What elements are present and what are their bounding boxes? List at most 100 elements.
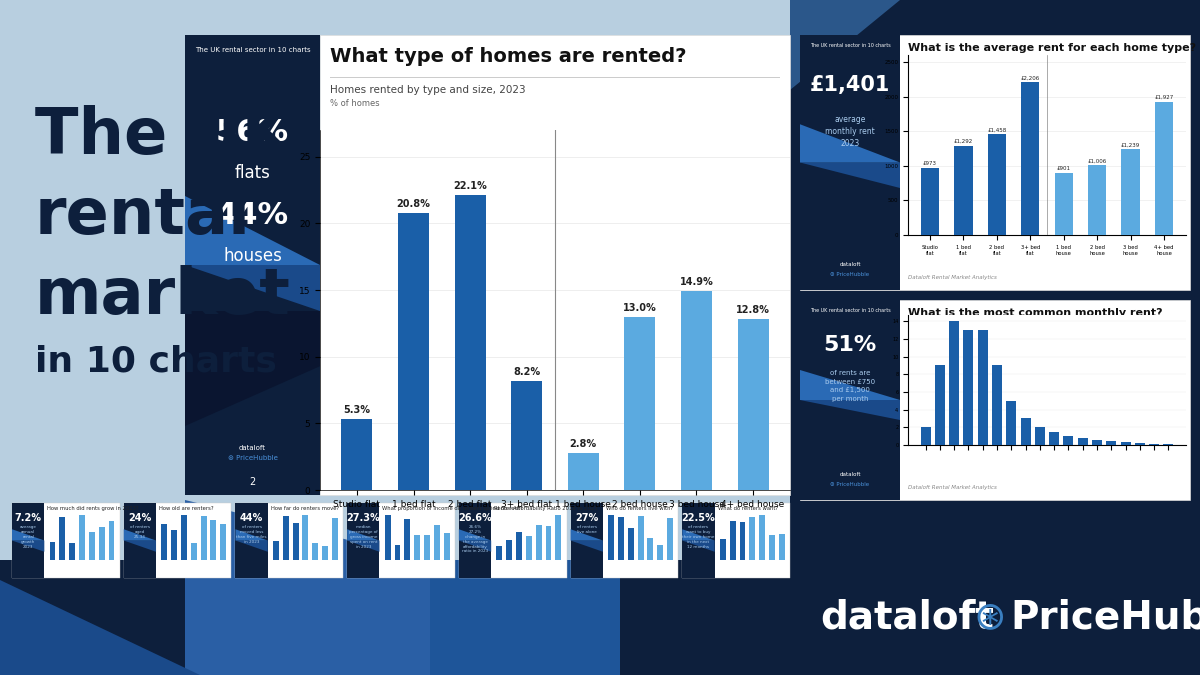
Text: PriceHubble: PriceHubble [1010, 599, 1200, 637]
Polygon shape [790, 0, 900, 90]
Bar [535, 525, 541, 560]
Bar [312, 543, 318, 560]
Bar [172, 530, 178, 560]
Polygon shape [430, 560, 620, 675]
Bar [988, 134, 1006, 235]
Bar [1092, 439, 1102, 445]
Text: 26.6%
27.2%
change in
the average
affordability
ratio in 2023: 26.6% 27.2% change in the average afford… [462, 525, 488, 553]
Text: 44%: 44% [216, 200, 289, 230]
Bar [108, 521, 114, 560]
Bar [628, 529, 634, 560]
Polygon shape [124, 529, 156, 541]
Text: 20.8%: 20.8% [396, 198, 431, 209]
Bar [1020, 418, 1031, 445]
Text: What type of homes are rented?: What type of homes are rented? [330, 47, 686, 66]
Text: average
annual
rental
growth
2023: average annual rental growth 2023 [19, 525, 36, 549]
Bar [185, 35, 320, 495]
Bar [347, 503, 455, 578]
Bar [455, 195, 486, 490]
Bar [570, 503, 602, 578]
Text: 27%: 27% [575, 513, 599, 523]
Polygon shape [185, 265, 320, 311]
Bar [181, 515, 187, 560]
Text: Homes rented by type and size, 2023: Homes rented by type and size, 2023 [330, 85, 526, 95]
Bar [12, 503, 44, 578]
Bar [739, 522, 745, 560]
Text: Dataloft Rental Market Analytics: Dataloft Rental Market Analytics [908, 275, 997, 280]
Bar [414, 535, 420, 560]
Text: ⊛ PriceHubble: ⊛ PriceHubble [830, 272, 870, 277]
Text: What is the most common monthly rent?: What is the most common monthly rent? [908, 308, 1163, 318]
Text: % of homes: % of homes [330, 99, 379, 108]
Polygon shape [683, 529, 714, 541]
Bar [769, 535, 775, 560]
Polygon shape [12, 529, 44, 541]
Bar [191, 543, 197, 560]
Text: How far do renters move?: How far do renters move? [271, 506, 338, 511]
Bar [89, 532, 95, 560]
Polygon shape [800, 370, 900, 400]
Bar [964, 330, 973, 445]
Text: dataloft: dataloft [239, 445, 266, 451]
Text: 24%: 24% [128, 513, 151, 523]
Bar [511, 381, 542, 490]
Bar [1034, 427, 1045, 445]
Text: 5.3%: 5.3% [343, 405, 371, 415]
Bar [730, 521, 736, 560]
Text: How much did rents grow in 2023?: How much did rents grow in 2023? [47, 506, 139, 511]
Text: 51%: 51% [823, 335, 877, 355]
Polygon shape [800, 400, 900, 420]
Bar [161, 524, 167, 560]
Text: Distribution of rents per month, 2023: Distribution of rents per month, 2023 [908, 324, 1051, 333]
Bar [516, 532, 522, 560]
Text: £901: £901 [1057, 166, 1070, 171]
Text: Who do renters live with?: Who do renters live with? [606, 506, 673, 511]
Text: The UK rental sector in 10 charts: The UK rental sector in 10 charts [194, 47, 311, 53]
Text: 2.8%: 2.8% [570, 439, 596, 449]
Bar [648, 539, 653, 560]
Text: of rents are
between £750
and £1,500
per month: of rents are between £750 and £1,500 per… [824, 370, 875, 402]
Polygon shape [458, 529, 491, 541]
Bar [322, 546, 328, 560]
Text: Average monthly rent: Average monthly rent [908, 71, 984, 77]
Bar [398, 213, 430, 490]
Polygon shape [124, 541, 156, 551]
Bar [683, 503, 790, 578]
Bar [1163, 444, 1174, 445]
Text: average: average [834, 115, 865, 124]
Bar [0, 560, 1200, 675]
Text: What do renters want?: What do renters want? [718, 506, 778, 511]
Text: ⊛: ⊛ [973, 599, 1007, 637]
Text: £1,006: £1,006 [1087, 159, 1106, 164]
Text: dataloft: dataloft [820, 599, 994, 637]
Bar [546, 526, 552, 560]
Bar [332, 518, 338, 560]
Bar [570, 503, 678, 578]
Bar [1078, 438, 1087, 445]
Bar [800, 300, 1190, 500]
Text: median
percentage of
gross income
spent on rent
in 2023: median percentage of gross income spent … [349, 525, 378, 549]
Text: of renters
moved less
than five miles
in 2023: of renters moved less than five miles in… [236, 525, 266, 543]
Bar [1021, 82, 1039, 235]
Polygon shape [683, 541, 714, 551]
Text: of renters
want to buy
their own home
in the next
12 months: of renters want to buy their own home in… [683, 525, 715, 549]
Bar [424, 535, 430, 560]
Text: ⊛ PriceHubble: ⊛ PriceHubble [830, 482, 870, 487]
Bar [444, 533, 450, 560]
Polygon shape [347, 541, 379, 551]
Text: of renters
aged
25-34: of renters aged 25-34 [130, 525, 150, 539]
Text: flats: flats [234, 164, 270, 182]
Text: dataloft: dataloft [839, 262, 860, 267]
Text: £1,401: £1,401 [810, 75, 890, 95]
Text: in 10 charts: in 10 charts [35, 345, 277, 379]
Bar [618, 517, 624, 560]
Polygon shape [570, 541, 602, 551]
Bar [210, 520, 216, 560]
Bar [683, 503, 714, 578]
Polygon shape [235, 541, 268, 551]
Bar [556, 515, 562, 560]
Text: 2023: 2023 [840, 139, 859, 148]
Text: £2,206: £2,206 [1021, 76, 1040, 81]
Bar [497, 545, 503, 560]
Bar [949, 321, 959, 445]
